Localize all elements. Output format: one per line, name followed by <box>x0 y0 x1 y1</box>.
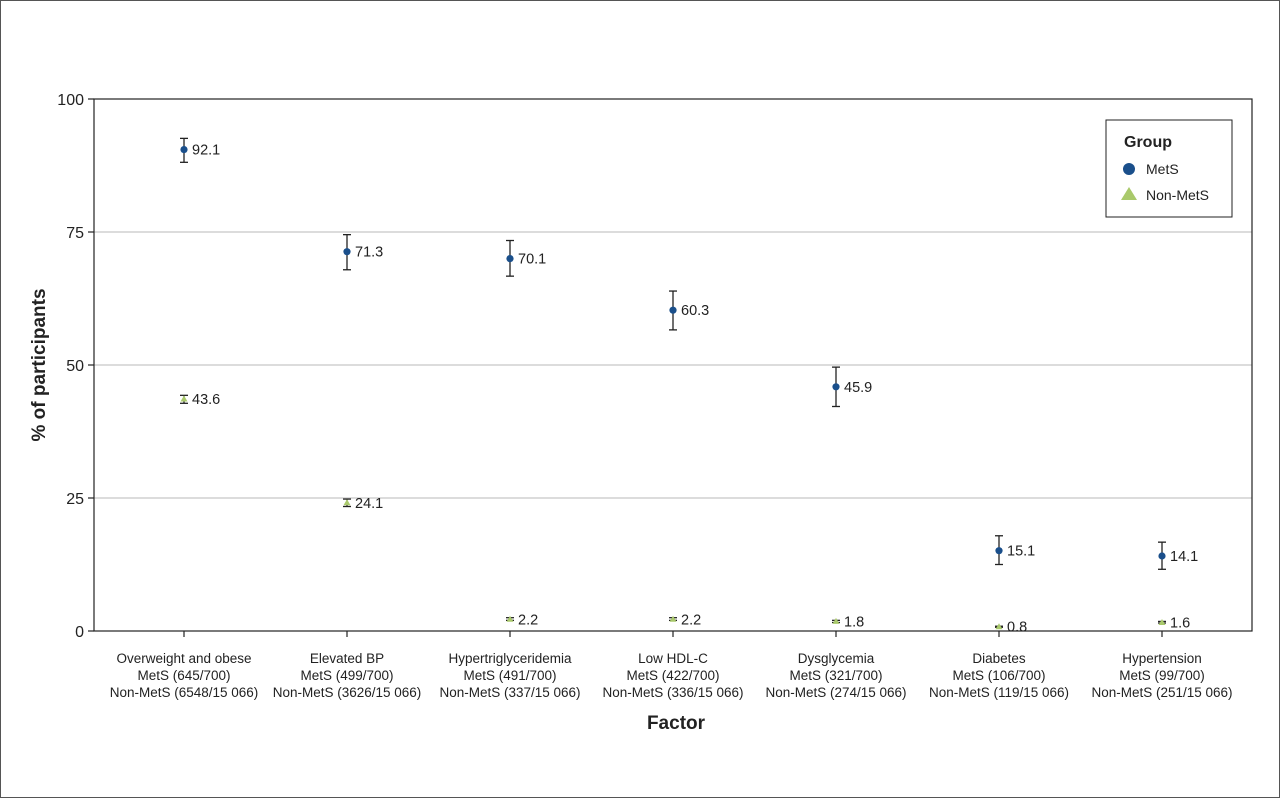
y-tick-label: 25 <box>66 491 84 508</box>
mets-point <box>1158 552 1166 560</box>
x-tick-label: MetS (321/700) <box>789 668 882 683</box>
nonmets-data-label: 2.2 <box>518 612 538 628</box>
legend-nonmets-marker <box>1121 187 1137 200</box>
nonmets-data-label: 1.6 <box>1170 615 1190 631</box>
x-tick-label: MetS (99/700) <box>1119 668 1205 683</box>
mets-point <box>180 145 188 154</box>
x-tick-label: Non-MetS (336/15 066) <box>602 685 743 700</box>
x-tick-label: Diabetes <box>972 651 1026 666</box>
mets-data-label: 92.1 <box>192 143 220 159</box>
mets-data-label: 60.3 <box>681 303 709 319</box>
nonmets-point <box>343 499 351 506</box>
y-tick-label: 100 <box>57 92 84 109</box>
legend-nonmets-label: Non-MetS <box>1146 187 1209 203</box>
x-tick-label: Hypertension <box>1122 651 1202 666</box>
x-tick-label: MetS (422/700) <box>626 668 719 683</box>
legend-mets-label: MetS <box>1146 161 1179 177</box>
legend-mets-marker <box>1123 163 1135 175</box>
mets-data-label: 71.3 <box>355 245 383 261</box>
x-tick-label: Non-MetS (3626/15 066) <box>273 685 422 700</box>
mets-data-label: 15.1 <box>1007 544 1035 560</box>
mets-data-label: 45.9 <box>844 380 872 396</box>
y-axis-label: % of participants <box>29 288 50 441</box>
mets-point <box>669 306 677 314</box>
x-tick-label: Non-MetS (274/15 066) <box>765 685 906 700</box>
nonmets-data-label: 1.8 <box>844 614 864 630</box>
x-tick-label: Non-MetS (337/15 066) <box>439 685 580 700</box>
nonmets-point <box>995 623 1003 630</box>
nonmets-data-label: 24.1 <box>355 496 383 512</box>
y-axis-ticks: 0 25 50 75 100 <box>57 92 94 641</box>
mets-point <box>506 255 514 263</box>
nonmets-point <box>506 615 514 622</box>
nonmets-point <box>669 615 677 622</box>
legend-title: Group <box>1124 134 1172 151</box>
y-tick-label: 0 <box>75 624 84 641</box>
nonmets-data-label: 2.2 <box>681 612 701 628</box>
x-tick-label: MetS (499/700) <box>300 668 393 683</box>
x-tick-label: MetS (491/700) <box>463 668 556 683</box>
mets-point <box>832 383 840 391</box>
x-tick-label: Elevated BP <box>310 651 384 666</box>
y-tick-label: 75 <box>66 225 84 242</box>
mets-point <box>343 248 351 256</box>
x-tick-label: Hypertriglyceridemia <box>448 651 572 666</box>
gridlines <box>94 231 1252 499</box>
x-tick-label: Overweight and obese <box>116 651 251 666</box>
x-tick-label: Low HDL-C <box>638 651 708 666</box>
nonmets-point <box>832 617 840 624</box>
x-tick-label: Non-MetS (119/15 066) <box>929 685 1069 700</box>
data-marks: 92.1 71.3 70.1 60.3 45.9 15.1 14.1 43.6 24.1 2.2 2… <box>180 137 1198 636</box>
nonmets-point <box>1158 618 1166 625</box>
mets-point <box>995 547 1003 555</box>
x-tick-label: MetS (106/700) <box>952 668 1045 683</box>
x-axis-ticks: Overweight and obese MetS (645/700) Non-Me… <box>110 631 1233 700</box>
mets-data-label: 14.1 <box>1170 549 1198 565</box>
nonmets-point <box>180 395 188 402</box>
nonmets-data-label: 0.8 <box>1007 620 1027 636</box>
x-axis-label: Factor <box>647 713 706 734</box>
x-tick-label: MetS (645/700) <box>137 668 230 683</box>
x-tick-label: Non-MetS (251/15 066) <box>1091 685 1232 700</box>
nonmets-data-label: 43.6 <box>192 392 220 408</box>
x-tick-label: Dysglycemia <box>798 651 875 666</box>
x-tick-label: Non-MetS (6548/15 066) <box>110 685 259 700</box>
y-tick-label: 50 <box>66 358 84 375</box>
mets-data-label: 70.1 <box>518 252 546 268</box>
legend: Group MetS Non-MetS <box>1105 119 1233 218</box>
